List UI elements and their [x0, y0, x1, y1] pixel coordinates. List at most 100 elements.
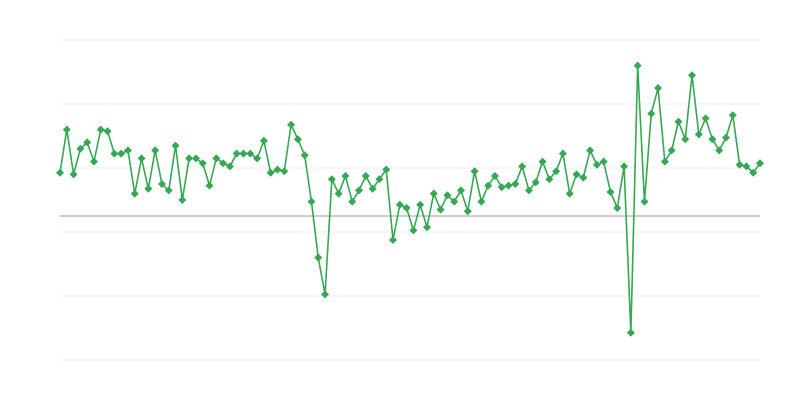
point-marker: [368, 184, 377, 193]
point-marker: [321, 290, 330, 299]
point-marker: [266, 168, 275, 177]
point-marker: [130, 189, 139, 198]
point-marker: [701, 114, 710, 123]
point-marker: [300, 151, 309, 160]
point-marker: [246, 149, 255, 158]
point-marker: [565, 189, 574, 198]
point-marker: [205, 181, 214, 190]
point-marker: [348, 197, 357, 206]
point-marker: [579, 173, 588, 182]
point-marker: [694, 130, 703, 139]
point-marker: [151, 146, 160, 155]
point-marker: [361, 172, 370, 180]
point-marker: [450, 197, 459, 206]
point-marker: [253, 154, 262, 163]
point-marker: [334, 189, 343, 198]
point-marker: [429, 189, 438, 198]
point-marker: [735, 160, 744, 169]
point-marker: [477, 197, 486, 206]
point-marker: [470, 167, 479, 176]
point-marker: [613, 204, 622, 212]
point-marker: [592, 160, 601, 169]
point-marker: [144, 184, 153, 193]
point-marker: [259, 136, 268, 145]
point-marker: [117, 149, 126, 158]
point-marker: [375, 175, 384, 184]
point-marker: [715, 146, 724, 155]
point-marker: [538, 157, 547, 166]
point-marker: [660, 157, 669, 166]
point-marker: [198, 159, 207, 168]
point-marker: [708, 135, 717, 144]
point-marker: [225, 162, 234, 171]
point-marker: [83, 138, 92, 147]
point-marker: [62, 125, 71, 134]
point-marker: [633, 61, 642, 70]
point-marker: [402, 204, 411, 212]
point-marker: [511, 180, 520, 188]
point-marker: [103, 127, 112, 136]
point-marker: [96, 125, 105, 134]
point-marker: [504, 181, 513, 190]
point-marker: [422, 223, 431, 232]
point-marker: [524, 186, 533, 195]
point-marker: [110, 149, 119, 158]
point-marker: [307, 197, 316, 206]
point-marker: [484, 181, 493, 190]
point-marker: [239, 149, 248, 158]
point-marker: [518, 162, 527, 171]
point-marker: [314, 253, 323, 262]
point-marker: [69, 170, 78, 179]
point-marker: [654, 84, 663, 92]
point-marker: [552, 167, 561, 176]
point-marker: [409, 226, 418, 235]
point-marker: [497, 183, 506, 192]
point-marker: [728, 111, 737, 120]
point-marker: [212, 154, 221, 163]
point-marker: [681, 135, 690, 144]
point-marker: [382, 165, 391, 174]
point-marker: [232, 149, 241, 158]
point-marker: [667, 146, 676, 155]
point-marker: [137, 154, 146, 163]
point-marker: [647, 109, 656, 118]
point-marker: [490, 172, 499, 180]
point-marker: [178, 196, 187, 204]
point-marker: [164, 186, 173, 195]
point-marker: [219, 159, 228, 168]
point-marker: [756, 159, 764, 168]
point-marker: [572, 170, 581, 179]
point-marker: [545, 175, 554, 184]
point-marker: [395, 200, 404, 209]
point-marker: [185, 154, 194, 163]
point-marker: [287, 120, 296, 129]
point-marker: [626, 328, 635, 337]
point-marker: [531, 178, 540, 187]
point-marker: [456, 186, 465, 195]
point-marker: [416, 200, 425, 209]
point-marker: [89, 157, 98, 166]
point-marker: [171, 141, 180, 150]
point-marker: [558, 149, 567, 158]
point-marker: [749, 168, 758, 177]
point-marker: [443, 191, 452, 200]
point-marker: [123, 146, 132, 155]
point-marker: [599, 157, 608, 166]
point-marker: [586, 146, 595, 155]
point-marker: [389, 236, 398, 244]
point-marker: [341, 172, 350, 180]
point-marker: [606, 188, 615, 196]
point-marker: [722, 133, 731, 142]
series-line: [59, 65, 761, 333]
point-marker: [327, 175, 336, 184]
point-marker: [688, 71, 697, 80]
point-marker: [157, 180, 166, 188]
point-marker: [293, 135, 302, 144]
point-marker: [273, 165, 282, 174]
point-marker: [355, 186, 364, 195]
point-marker: [463, 207, 472, 216]
point-marker: [674, 117, 683, 126]
point-marker: [280, 167, 289, 176]
